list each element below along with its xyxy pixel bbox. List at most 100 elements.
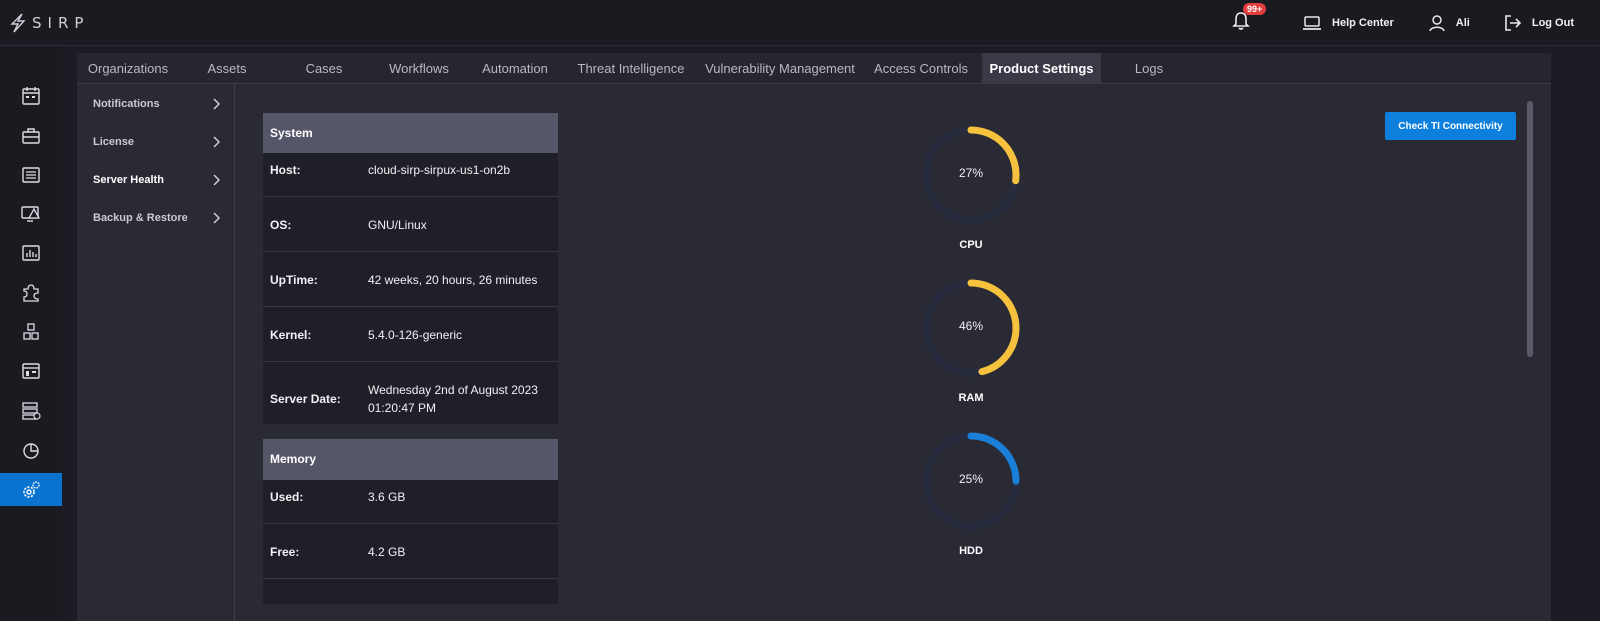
memory-panel: Memory Used: 3.6 GB Free: 4.2 GB <box>263 439 558 604</box>
help-center-link[interactable]: Help Center <box>1302 15 1394 31</box>
tab-workflows[interactable]: Workflows <box>389 61 449 76</box>
subnav-label: License <box>93 136 134 148</box>
database-icon <box>22 401 41 420</box>
cpu-percent: 27% <box>958 166 984 180</box>
tab-access-controls[interactable]: Access Controls <box>874 61 968 76</box>
chevron-right-icon <box>213 136 220 148</box>
rail-analytics[interactable] <box>0 433 62 466</box>
tab-assets[interactable]: Assets <box>207 61 247 76</box>
chevron-right-icon <box>213 98 220 110</box>
hdd-gauge: 25% HDD <box>919 429 1023 557</box>
cpu-gauge-arc <box>922 126 1020 224</box>
icon-rail <box>0 47 62 621</box>
memory-panel-title: Memory <box>263 439 558 480</box>
logo-icon <box>10 13 26 33</box>
rail-reports[interactable] <box>0 236 62 269</box>
rail-alerts[interactable] <box>0 197 62 230</box>
row-value: cloud-sirp-sirpux-us1-on2b <box>368 163 511 177</box>
ram-label: RAM <box>958 392 984 404</box>
rail-settings[interactable] <box>0 473 62 506</box>
help-center-label: Help Center <box>1332 17 1394 29</box>
subnav-label: Server Health <box>93 174 164 186</box>
subnav-notifications[interactable]: Notifications <box>93 94 221 114</box>
hdd-gauge-arc <box>922 432 1020 530</box>
ram-gauge-ring <box>922 279 1020 377</box>
row-key: Free: <box>270 545 300 559</box>
dashboard-icon <box>22 362 40 379</box>
list-icon <box>22 166 40 183</box>
ram-gauge: 46% RAM <box>919 276 1023 404</box>
subnav-server-health[interactable]: Server Health <box>93 170 221 190</box>
ram-gauge-arc <box>922 279 1020 377</box>
rail-modules[interactable] <box>0 315 62 348</box>
rail-calendar[interactable] <box>0 79 62 112</box>
rail-data[interactable] <box>0 394 62 427</box>
chevron-right-icon <box>213 212 220 224</box>
row-value: 4.2 GB <box>368 545 406 559</box>
briefcase-icon <box>22 127 40 144</box>
chart-icon <box>22 244 40 261</box>
subnav-label: Notifications <box>93 98 160 110</box>
system-panel-title: System <box>263 113 558 153</box>
hdd-label: HDD <box>959 545 983 557</box>
row-value: 3.6 GB <box>368 490 406 504</box>
system-row-uptime: UpTime: 42 weeks, 20 hours, 26 minutes <box>263 252 558 307</box>
check-ti-connectivity-button[interactable]: Check TI Connectivity <box>1385 112 1516 140</box>
monitor-alert-icon <box>21 205 41 222</box>
user-name: Ali <box>1455 17 1470 29</box>
rail-integrations[interactable] <box>0 276 62 309</box>
hdd-gauge-ring <box>922 432 1020 530</box>
calendar-icon <box>22 86 40 105</box>
chevron-right-icon <box>213 174 220 186</box>
user-icon <box>1429 15 1445 32</box>
tab-automation[interactable]: Automation <box>482 61 548 76</box>
subnav-backup-restore[interactable]: Backup & Restore <box>93 208 221 228</box>
row-key: Server Date: <box>270 392 341 406</box>
system-row-host: Host: cloud-sirp-sirpux-us1-on2b <box>263 153 558 197</box>
pie-chart-icon <box>23 442 39 459</box>
row-key: UpTime: <box>270 273 318 287</box>
user-menu[interactable]: Ali <box>1428 14 1470 32</box>
rail-dashboard[interactable] <box>0 354 62 387</box>
gear-icon <box>23 480 40 498</box>
ram-percent: 46% <box>958 319 984 333</box>
system-row-kernel: Kernel: 5.4.0-126-generic <box>263 307 558 362</box>
settings-subnav: Notifications License Server Health Back… <box>77 84 235 621</box>
cpu-gauge: 27% CPU <box>919 123 1023 251</box>
row-key: Host: <box>270 163 301 177</box>
notification-count-badge: 99+ <box>1243 2 1267 15</box>
row-key: Used: <box>270 490 304 504</box>
notifications-button[interactable]: 99+ <box>1232 2 1267 36</box>
row-key: Kernel: <box>270 328 312 342</box>
tab-cases[interactable]: Cases <box>305 61 343 76</box>
memory-row-free: Free: 4.2 GB <box>263 524 558 579</box>
cubes-icon <box>23 322 39 340</box>
tab-vulnerability-management[interactable]: Vulnerability Management <box>705 61 855 76</box>
logout-icon <box>1505 15 1521 31</box>
laptop-icon <box>1303 16 1322 30</box>
row-key: OS: <box>270 218 292 232</box>
logo-text: SIRP <box>32 14 90 32</box>
system-row-server-date: Server Date: Wednesday 2nd of August 202… <box>263 362 558 424</box>
tab-organizations[interactable]: Organizations <box>87 61 169 76</box>
tab-logs[interactable]: Logs <box>1134 61 1164 76</box>
hdd-percent: 25% <box>958 472 984 486</box>
tab-product-settings[interactable]: Product Settings <box>982 53 1101 84</box>
system-row-os: OS: GNU/Linux <box>263 197 558 252</box>
cpu-gauge-ring <box>922 126 1020 224</box>
tab-bar: Organizations Assets Cases Workflows Aut… <box>77 53 1551 84</box>
server-time: 01:20:47 PM <box>368 401 437 415</box>
row-value: 5.4.0-126-generic <box>368 328 463 342</box>
subnav-label: Backup & Restore <box>93 212 188 224</box>
rail-list[interactable] <box>0 158 62 191</box>
row-value: GNU/Linux <box>368 218 427 232</box>
main-panel: Organizations Assets Cases Workflows Aut… <box>77 53 1551 621</box>
top-bar: SIRP 99+ Help Center Ali <box>0 0 1600 46</box>
tab-threat-intelligence[interactable]: Threat Intelligence <box>577 61 685 76</box>
sirp-logo[interactable]: SIRP <box>10 12 89 34</box>
scrollbar-thumb[interactable] <box>1527 101 1533 357</box>
puzzle-icon <box>23 283 39 302</box>
logout-button[interactable]: Log Out <box>1504 14 1574 32</box>
rail-cases[interactable] <box>0 119 62 152</box>
subnav-license[interactable]: License <box>93 132 221 152</box>
